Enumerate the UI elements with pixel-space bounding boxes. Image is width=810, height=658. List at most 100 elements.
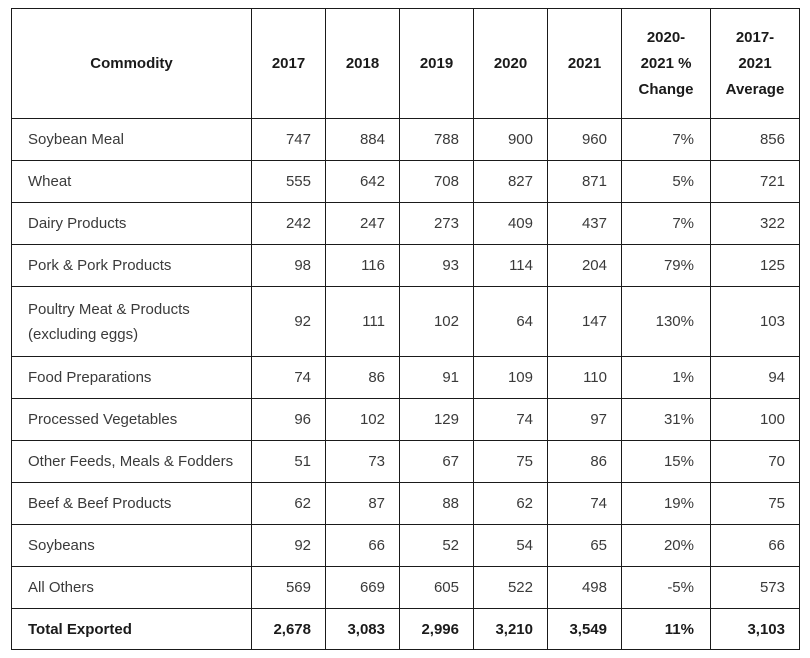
value-2019: 91 bbox=[399, 356, 474, 399]
pct-change: 1% bbox=[621, 356, 711, 399]
value-2017: 2,678 bbox=[251, 608, 326, 650]
value-2018: 87 bbox=[325, 482, 400, 525]
value-2019: 67 bbox=[399, 440, 474, 483]
average-value: 322 bbox=[710, 202, 800, 245]
pct-change: -5% bbox=[621, 566, 711, 609]
pct-change: 31% bbox=[621, 398, 711, 441]
table-row: Other Feeds, Meals & Fodders 51 73 67 75 86 15… bbox=[11, 440, 800, 483]
pct-change: 5% bbox=[621, 160, 711, 203]
average-value: 94 bbox=[710, 356, 800, 399]
commodity-cell: Processed Vegetables bbox=[11, 398, 252, 441]
header-2021: 2021 bbox=[547, 8, 622, 119]
value-2021: 86 bbox=[547, 440, 622, 483]
value-2021: 437 bbox=[547, 202, 622, 245]
value-2019: 605 bbox=[399, 566, 474, 609]
value-2017: 92 bbox=[251, 524, 326, 567]
value-2020: 74 bbox=[473, 398, 548, 441]
header-line: 2017- bbox=[735, 28, 775, 46]
header-row: Commodity 2017 2018 2019 2020 2021 2020- 2021 %… bbox=[11, 8, 800, 119]
commodity-name: Dairy Products bbox=[28, 215, 127, 232]
header-line: 2021 bbox=[567, 54, 602, 72]
average-value: 125 bbox=[710, 244, 800, 287]
commodity-name: Soybeans bbox=[28, 537, 95, 554]
pct-change: 130% bbox=[621, 286, 711, 357]
value-2018: 102 bbox=[325, 398, 400, 441]
average-value: 75 bbox=[710, 482, 800, 525]
commodity-name: Soybean Meal bbox=[28, 131, 124, 148]
header-line: 2017 bbox=[271, 54, 306, 72]
value-2018: 247 bbox=[325, 202, 400, 245]
header-2020: 2020 bbox=[473, 8, 548, 119]
commodity-cell: Other Feeds, Meals & Fodders bbox=[11, 440, 252, 483]
value-2020: 62 bbox=[473, 482, 548, 525]
value-2021: 204 bbox=[547, 244, 622, 287]
pct-change: 7% bbox=[621, 118, 711, 161]
header-line: 2020- bbox=[646, 28, 686, 46]
header-line: 2019 bbox=[419, 54, 454, 72]
commodity-cell: Food Preparations bbox=[11, 356, 252, 399]
pct-change: 19% bbox=[621, 482, 711, 525]
value-2020: 109 bbox=[473, 356, 548, 399]
table-row: Food Preparations 74 86 91 109 110 1% 94 bbox=[11, 356, 800, 399]
commodity-name: Other Feeds, Meals & Fodders bbox=[28, 453, 234, 470]
average-value: 856 bbox=[710, 118, 800, 161]
value-2017: 98 bbox=[251, 244, 326, 287]
value-2018: 884 bbox=[325, 118, 400, 161]
value-2017: 555 bbox=[251, 160, 326, 203]
commodity-cell: All Others bbox=[11, 566, 252, 609]
commodity-name: Poultry Meat & Products bbox=[28, 300, 190, 318]
value-2018: 66 bbox=[325, 524, 400, 567]
average-value: 103 bbox=[710, 286, 800, 357]
value-2017: 569 bbox=[251, 566, 326, 609]
value-2020: 827 bbox=[473, 160, 548, 203]
value-2020: 522 bbox=[473, 566, 548, 609]
commodity-cell: Wheat bbox=[11, 160, 252, 203]
value-2020: 54 bbox=[473, 524, 548, 567]
table-row: Wheat 555 642 708 827 871 5% 721 bbox=[11, 160, 800, 203]
value-2019: 273 bbox=[399, 202, 474, 245]
value-2018: 669 bbox=[325, 566, 400, 609]
average-value: 70 bbox=[710, 440, 800, 483]
value-2021: 147 bbox=[547, 286, 622, 357]
commodity-cell: Soybean Meal bbox=[11, 118, 252, 161]
value-2020: 114 bbox=[473, 244, 548, 287]
header-line: Change bbox=[638, 80, 694, 98]
commodity-cell: Dairy Products bbox=[11, 202, 252, 245]
commodity-name: Processed Vegetables bbox=[28, 411, 178, 428]
value-2020: 900 bbox=[473, 118, 548, 161]
total-row: Total Exported 2,678 3,083 2,996 3,210 3,549 1… bbox=[11, 608, 800, 650]
value-2018: 111 bbox=[325, 286, 400, 357]
pct-change: 11% bbox=[621, 608, 711, 650]
header-change: 2020- 2021 % Change bbox=[621, 8, 711, 119]
value-2018: 642 bbox=[325, 160, 400, 203]
average-value: 3,103 bbox=[710, 608, 800, 650]
table-row: Beef & Beef Products 62 87 88 62 74 19% 75 bbox=[11, 482, 800, 525]
value-2021: 498 bbox=[547, 566, 622, 609]
table-row: Processed Vegetables 96 102 129 74 97 31% 100 bbox=[11, 398, 800, 441]
value-2019: 129 bbox=[399, 398, 474, 441]
header-line: Commodity bbox=[90, 54, 173, 72]
commodity-cell: Soybeans bbox=[11, 524, 252, 567]
commodity-cell: Poultry Meat & Products (excluding eggs) bbox=[11, 286, 252, 357]
pct-change: 20% bbox=[621, 524, 711, 567]
commodity-cell: Beef & Beef Products bbox=[11, 482, 252, 525]
average-value: 573 bbox=[710, 566, 800, 609]
pct-change: 79% bbox=[621, 244, 711, 287]
value-2021: 960 bbox=[547, 118, 622, 161]
pct-change: 15% bbox=[621, 440, 711, 483]
commodity-exports-table: Commodity 2017 2018 2019 2020 2021 2020- 2021 %… bbox=[11, 8, 800, 650]
value-2018: 3,083 bbox=[325, 608, 400, 650]
header-line: 2020 bbox=[493, 54, 528, 72]
value-2017: 62 bbox=[251, 482, 326, 525]
table-row: Pork & Pork Products 98 116 93 114 204 79% 125 bbox=[11, 244, 800, 287]
value-2020: 3,210 bbox=[473, 608, 548, 650]
commodity-cell: Pork & Pork Products bbox=[11, 244, 252, 287]
value-2019: 102 bbox=[399, 286, 474, 357]
table-row: Soybean Meal 747 884 788 900 960 7% 856 bbox=[11, 118, 800, 161]
commodity-name: Pork & Pork Products bbox=[28, 257, 172, 274]
header-commodity: Commodity bbox=[11, 8, 252, 119]
pct-change: 7% bbox=[621, 202, 711, 245]
table-body: Soybean Meal 747 884 788 900 960 7% 856 Wheat 555… bbox=[11, 118, 800, 650]
value-2021: 3,549 bbox=[547, 608, 622, 650]
header-average: 2017- 2021 Average bbox=[710, 8, 800, 119]
